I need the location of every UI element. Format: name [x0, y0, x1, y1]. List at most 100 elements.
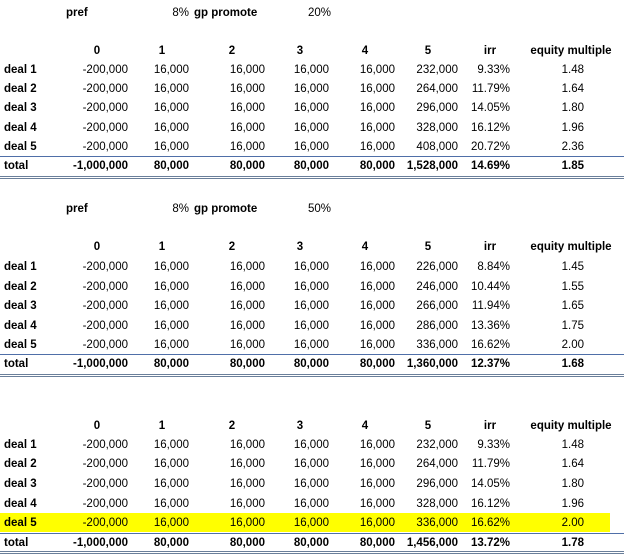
cell: 16,000 — [153, 102, 189, 114]
cell: 16,000 — [293, 320, 329, 332]
column-header: 4 — [361, 45, 369, 57]
cell: 336,000 — [416, 339, 458, 351]
cell: 286,000 — [416, 320, 458, 332]
param: pref — [66, 7, 88, 19]
column-header: equity multiple — [530, 241, 612, 253]
column-header: 0 — [93, 420, 101, 432]
total-cell: 14.69% — [470, 160, 510, 172]
cell: 1.80 — [561, 478, 584, 490]
cell: 16,000 — [359, 141, 395, 153]
cell: 16,000 — [153, 339, 189, 351]
cell: 2.00 — [561, 339, 584, 351]
cell: 1.75 — [561, 320, 584, 332]
row-label: deal 2 — [4, 83, 37, 95]
cell: 16,000 — [293, 439, 329, 451]
cell: 14.05% — [470, 102, 510, 114]
cell: 16,000 — [229, 122, 265, 134]
column-header: 3 — [296, 420, 304, 432]
column-header: 5 — [424, 241, 432, 253]
cell: -200,000 — [82, 517, 128, 529]
cell: 16,000 — [359, 83, 395, 95]
total-cell: -1,000,000 — [73, 358, 128, 370]
param: pref — [66, 203, 88, 215]
cell: 11.79% — [471, 83, 510, 95]
row-label: deal 1 — [4, 261, 37, 273]
cell: 2.00 — [561, 517, 584, 529]
cell: 1.65 — [561, 300, 584, 312]
cell: 16,000 — [153, 498, 189, 510]
row-label: deal 1 — [4, 64, 37, 76]
cell: 1.48 — [561, 439, 584, 451]
cell: 16,000 — [229, 83, 265, 95]
column-header: equity multiple — [530, 45, 612, 57]
cell: 336,000 — [416, 517, 458, 529]
cell: 16,000 — [293, 64, 329, 76]
cell: 16,000 — [153, 261, 189, 273]
column-header: 4 — [361, 420, 369, 432]
cell: 9.33% — [477, 64, 510, 76]
param: 20% — [307, 7, 331, 19]
column-header: 1 — [158, 45, 166, 57]
total-label: total — [4, 358, 29, 370]
total-cell: 80,000 — [153, 537, 189, 549]
total-cell: 1,360,000 — [406, 358, 458, 370]
row-label: deal 5 — [4, 141, 37, 153]
row-highlight — [0, 513, 610, 532]
cell: 16,000 — [293, 83, 329, 95]
cell: 16,000 — [229, 439, 265, 451]
cell: 1.96 — [561, 498, 584, 510]
cell: 16,000 — [153, 478, 189, 490]
border-line — [0, 533, 624, 534]
total-cell: 1.78 — [561, 537, 584, 549]
row-label: deal 2 — [4, 281, 37, 293]
total-label: total — [4, 160, 29, 172]
cell: 296,000 — [416, 478, 458, 490]
double-border — [0, 374, 624, 375]
cell: 1.48 — [561, 64, 584, 76]
cell: 16,000 — [153, 439, 189, 451]
row-label: deal 4 — [4, 498, 37, 510]
border-line — [0, 156, 624, 157]
total-cell: 12.37% — [470, 358, 510, 370]
total-cell: 1,456,000 — [406, 537, 458, 549]
cell: -200,000 — [82, 320, 128, 332]
cell: 1.55 — [561, 281, 584, 293]
cell: 16,000 — [229, 478, 265, 490]
cell: 16,000 — [359, 517, 395, 529]
column-header: 1 — [158, 420, 166, 432]
cell: 16,000 — [229, 320, 265, 332]
cell: -200,000 — [82, 498, 128, 510]
cell: 16,000 — [229, 517, 265, 529]
cell: 16,000 — [229, 281, 265, 293]
cell: 16,000 — [359, 281, 395, 293]
cell: -200,000 — [82, 64, 128, 76]
column-header: irr — [483, 45, 497, 57]
cell: 1.45 — [561, 261, 584, 273]
cell: 16,000 — [359, 102, 395, 114]
cell: 16,000 — [153, 122, 189, 134]
double-border — [0, 551, 624, 552]
total-cell: -1,000,000 — [73, 537, 128, 549]
double-border — [0, 176, 624, 177]
cell: 16,000 — [153, 281, 189, 293]
row-label: deal 5 — [4, 339, 37, 351]
double-border — [0, 178, 624, 179]
cell: 14.05% — [470, 478, 510, 490]
cell: 16,000 — [359, 320, 395, 332]
cell: 16,000 — [153, 64, 189, 76]
cell: 16,000 — [293, 517, 329, 529]
cell: 16,000 — [293, 300, 329, 312]
cell: 16,000 — [229, 339, 265, 351]
cell: 1.96 — [561, 122, 584, 134]
cell: 232,000 — [416, 64, 458, 76]
total-cell: 1.85 — [561, 160, 584, 172]
column-header: 3 — [296, 241, 304, 253]
cell: 20.72% — [470, 141, 510, 153]
total-cell: 80,000 — [229, 537, 265, 549]
cell: 16,000 — [153, 300, 189, 312]
param: 8% — [172, 203, 189, 215]
cell: 16,000 — [229, 102, 265, 114]
cell: 16,000 — [359, 122, 395, 134]
column-header: 2 — [228, 420, 236, 432]
